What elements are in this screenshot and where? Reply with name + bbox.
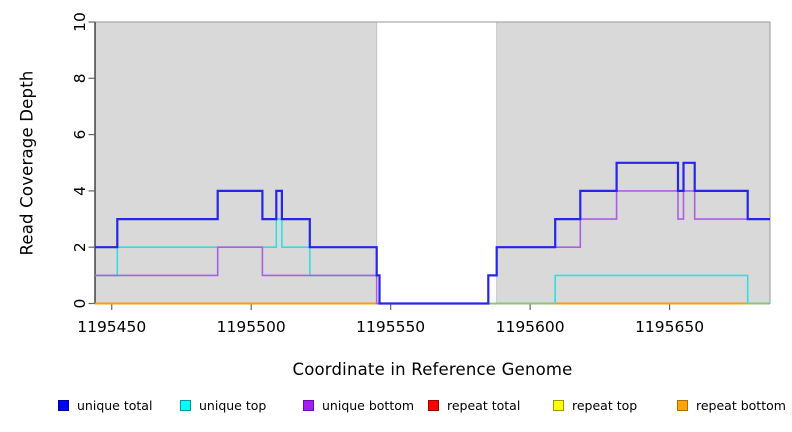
series-line-unique-top: [95, 218, 770, 305]
legend-item-unique-total: unique total: [58, 398, 152, 413]
y-tick-label: 6: [71, 130, 89, 140]
legend-marker-repeat-bottom: [677, 400, 688, 411]
y-tick-label: 10: [71, 12, 89, 32]
x-tick-label: 1195650: [635, 318, 704, 336]
y-axis-title: Read Coverage Depth: [17, 70, 37, 256]
x-tick-label: 1195450: [77, 318, 146, 336]
legend-marker-unique-top: [180, 400, 191, 411]
series-line-unique-total: [95, 161, 770, 305]
x-axis-title: Coordinate in Reference Genome: [292, 360, 573, 379]
legend-item-repeat-bottom: repeat bottom: [677, 398, 786, 413]
legend-item-unique-bottom: unique bottom: [303, 398, 414, 413]
legend-marker-repeat-total: [428, 400, 439, 411]
y-tick-label: 8: [71, 73, 89, 83]
y-tick-label: 4: [71, 186, 89, 196]
legend-item-repeat-total: repeat total: [428, 398, 520, 413]
legend-label: repeat top: [572, 398, 638, 413]
x-tick-label: 1195600: [496, 318, 565, 336]
legend-marker-unique-bottom: [303, 400, 314, 411]
legend-item-repeat-top: repeat top: [553, 398, 637, 413]
legend-label: unique bottom: [322, 398, 415, 413]
legend-marker-repeat-top: [553, 400, 564, 411]
y-tick-label: 0: [71, 299, 89, 309]
legend-item-unique-top: unique top: [180, 398, 266, 413]
x-tick-label: 1195500: [217, 318, 286, 336]
shaded-coverage-region: [94, 21, 378, 304]
legend-label: unique total: [77, 398, 153, 413]
y-tick-label: 2: [71, 242, 89, 252]
x-tick-label: 1195550: [356, 318, 425, 336]
legend-label: unique top: [199, 398, 267, 413]
legend-marker-unique-total: [58, 400, 69, 411]
legend-label: repeat total: [447, 398, 521, 413]
legend-label: repeat bottom: [696, 398, 786, 413]
